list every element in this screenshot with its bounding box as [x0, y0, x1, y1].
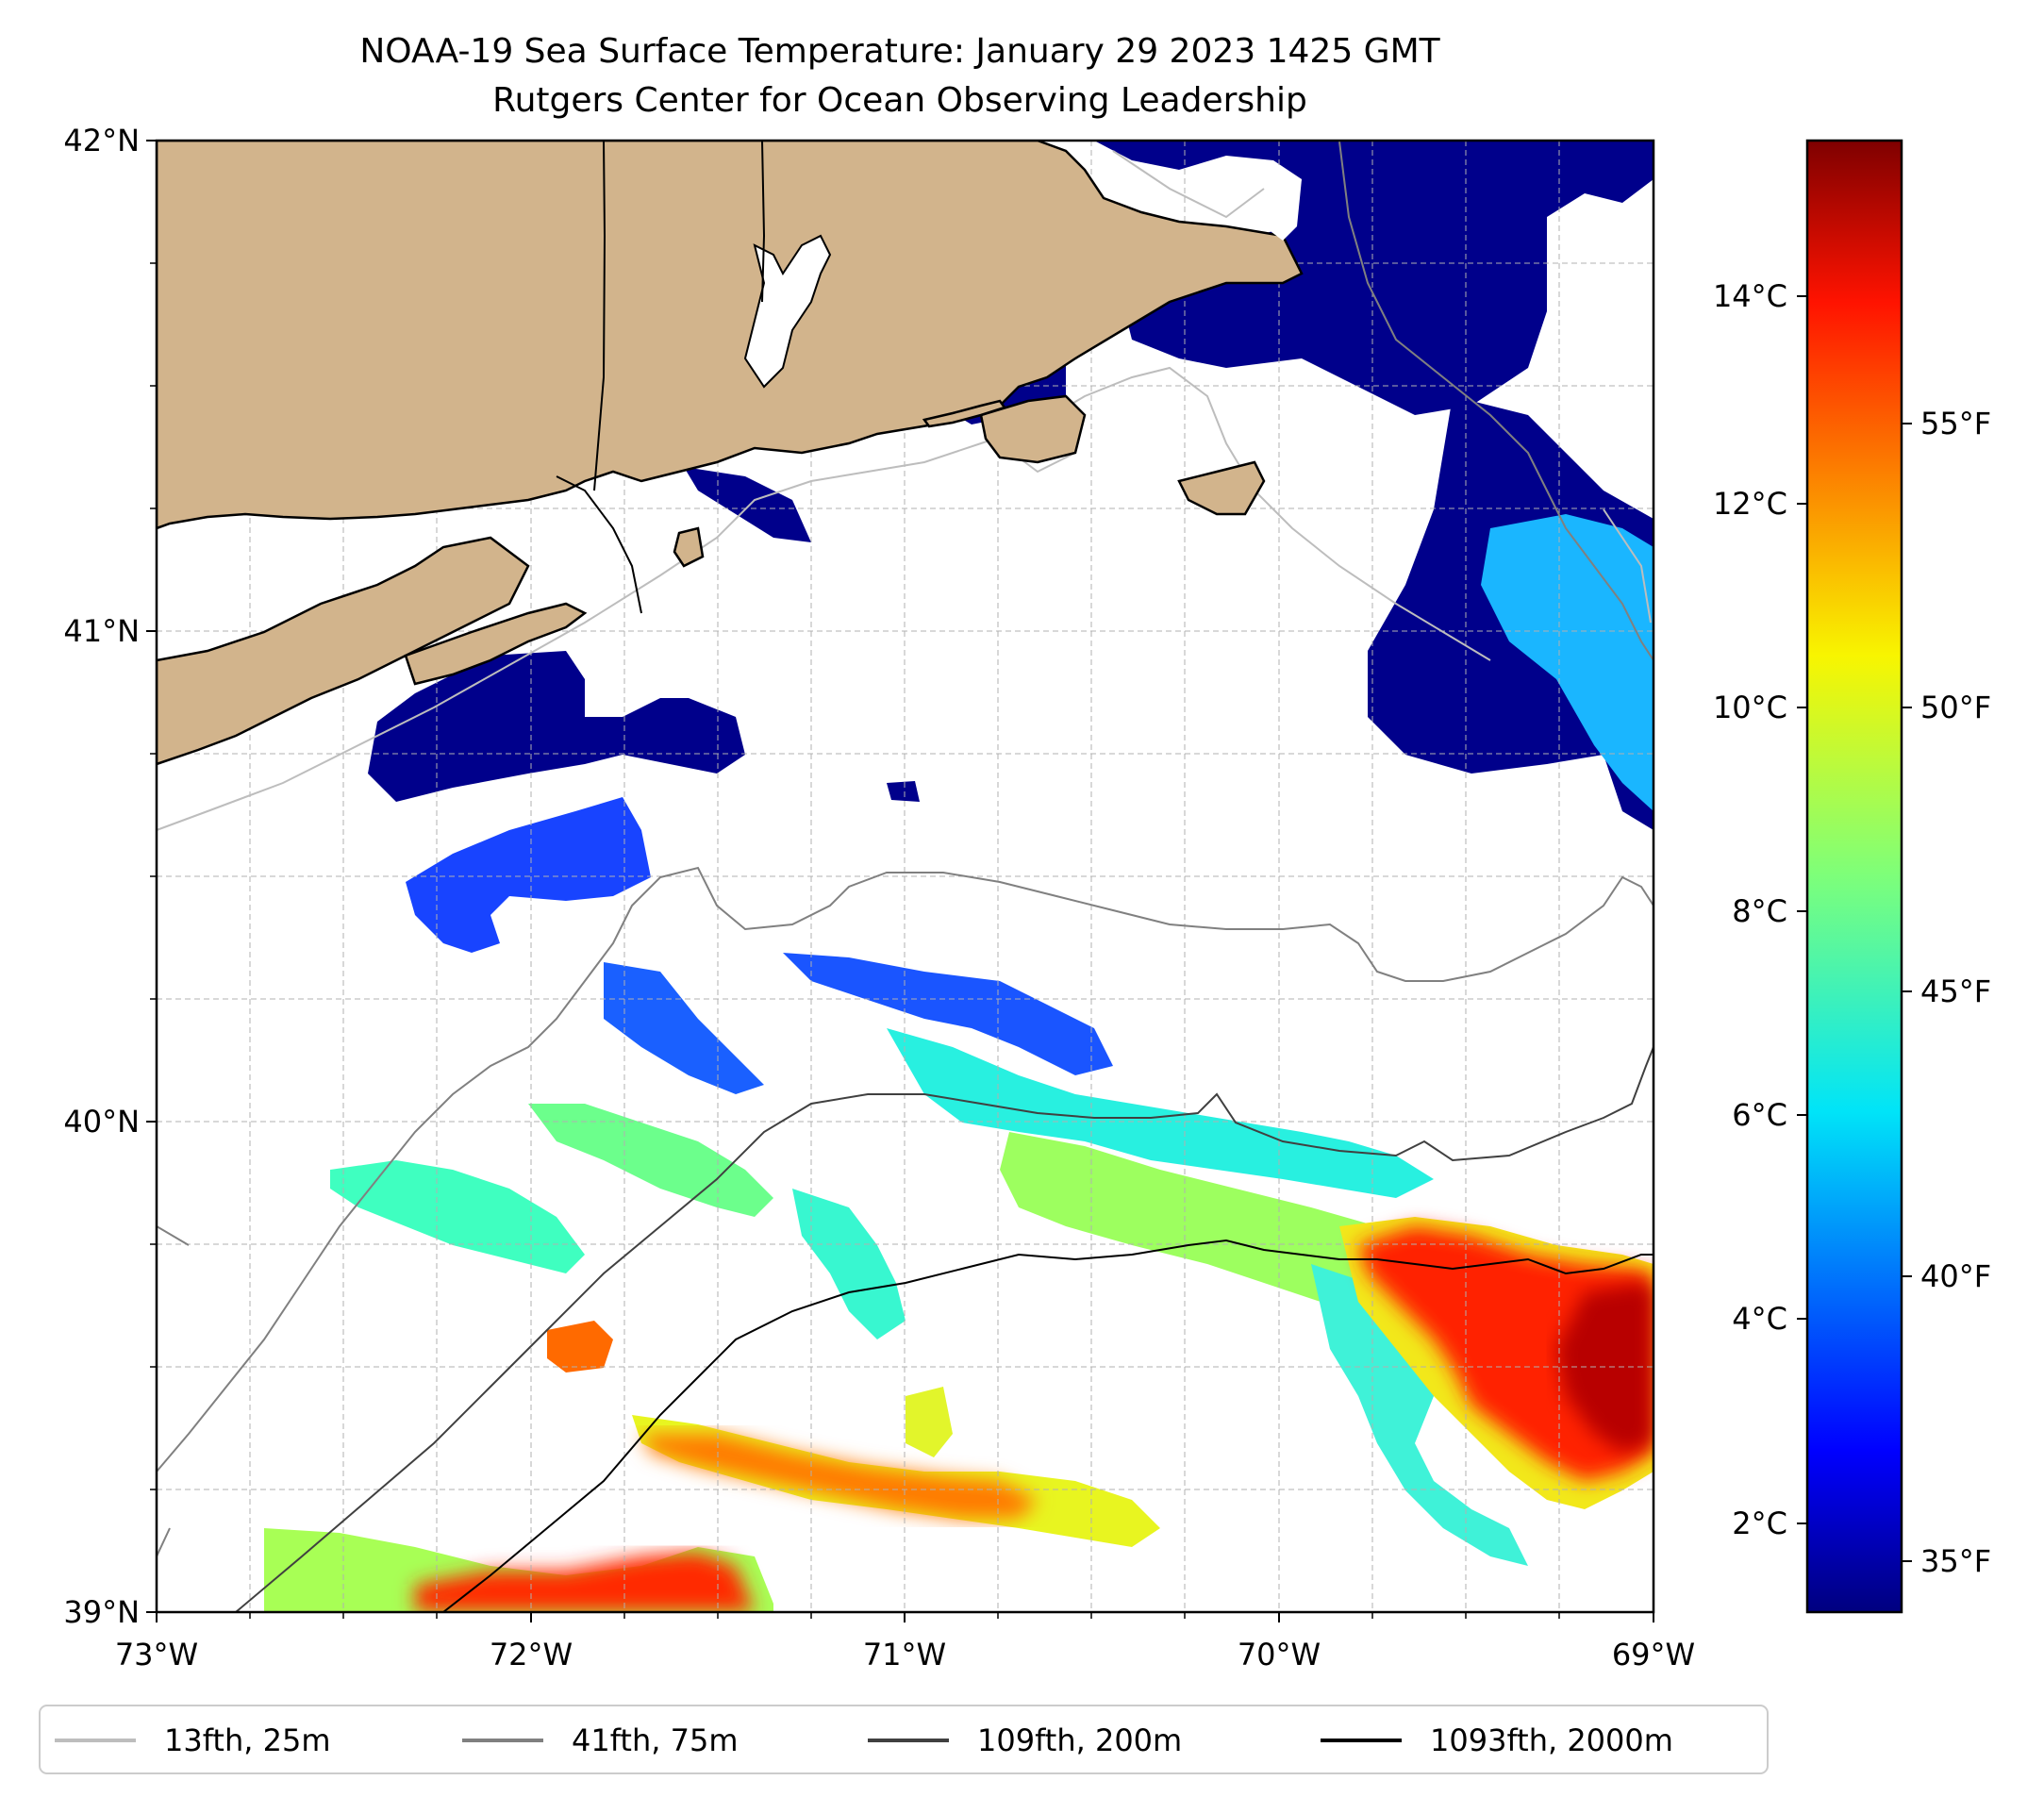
title-line-2: Rutgers Center for Ocean Observing Leade…	[492, 81, 1307, 120]
isobath-75m	[157, 141, 1653, 1557]
sst-patch-orange-west	[547, 1321, 613, 1373]
colorbar-label-10c: 10°C	[1713, 690, 1787, 725]
sst-patch-dark-blue-block	[684, 467, 811, 542]
land-elizabeth-islands	[922, 399, 1007, 428]
colorbar-label-55f: 55°F	[1920, 406, 1991, 441]
land-marthas-vineyard	[979, 394, 1087, 464]
colorbar-label-6c: 6°C	[1732, 1097, 1787, 1133]
y-tick-label-40n: 40°N	[63, 1104, 140, 1140]
legend-label-75m: 41fth, 75m	[572, 1722, 738, 1758]
sst-patch-red-south-strip	[415, 1552, 755, 1612]
sst-patch-cyan-se	[1311, 1264, 1528, 1566]
sst-patch-yellow-south-island	[906, 1387, 953, 1457]
y-tick-label-41n: 41°N	[63, 613, 140, 649]
sst-patch-dark-blue-li	[368, 651, 745, 802]
sst-patch-cyan-south	[792, 1189, 906, 1339]
legend-label-200m: 109fth, 200m	[977, 1722, 1182, 1758]
sst-patch-cyan-green-west	[330, 1160, 585, 1273]
colorbar-celsius-ticks	[1797, 295, 1807, 1524]
x-tick-label-72w: 72°W	[490, 1637, 573, 1672]
land-nantucket	[1177, 460, 1266, 516]
y-tick-label-39n: 39°N	[63, 1594, 140, 1630]
colorbar-label-45f: 45°F	[1920, 973, 1991, 1009]
sst-patch-blue-channel	[604, 962, 764, 1094]
legend-label-2000m: 1093fth, 2000m	[1430, 1722, 1673, 1758]
cloud-gap-cape	[1264, 165, 1302, 241]
y-tick-label-42n: 42°N	[63, 123, 140, 158]
x-tick-label-73w: 73°W	[115, 1637, 198, 1672]
state-borders	[556, 141, 766, 614]
x-tick-label-69w: 69°W	[1612, 1637, 1695, 1672]
colorbar-label-4c: 4°C	[1732, 1301, 1787, 1337]
colorbar-label-35f: 35°F	[1920, 1543, 1991, 1579]
sst-patch-red-se	[1358, 1226, 1653, 1481]
colorbar-label-50f: 50°F	[1920, 690, 1991, 725]
colorbar-fahrenheit-ticks	[1902, 423, 1912, 1562]
colorbar-label-12c: 12°C	[1713, 486, 1787, 522]
land	[157, 141, 1304, 766]
legend: 13fth, 25m 41fth, 75m 109fth, 200m 1093f…	[39, 1705, 1769, 1774]
x-tick-label-71w: 71°W	[863, 1637, 946, 1672]
colorbar-label-40f: 40°F	[1920, 1258, 1991, 1294]
colorbar	[1805, 139, 1903, 1614]
axis-ticks	[146, 140, 1654, 1622]
map-panel	[157, 141, 1653, 1612]
axis-minor-ticks	[150, 262, 1560, 1619]
isobath-2000m	[442, 1239, 1653, 1612]
sst-patch-blue-band	[783, 953, 1113, 1075]
colorbar-label-2c: 2°C	[1732, 1506, 1787, 1541]
sst-patch-orange-mid-south	[641, 1434, 1038, 1519]
colorbar-label-14c: 14°C	[1713, 278, 1787, 314]
land-mainland	[157, 141, 1304, 530]
sst-patch-darkred-se	[1556, 1283, 1653, 1453]
sst-patch-dark-blue-small	[887, 781, 920, 802]
colorbar-label-8c: 8°C	[1732, 893, 1787, 929]
title-line-1: NOAA-19 Sea Surface Temperature: January…	[359, 32, 1440, 71]
sst-patch-blue-mid-west	[406, 797, 651, 953]
narragansett-bay	[743, 234, 832, 389]
land-long-island	[157, 536, 530, 766]
legend-label-25m: 13fth, 25m	[164, 1722, 330, 1758]
sst-patch-green-mid	[528, 1104, 773, 1217]
isobath-200m	[235, 1046, 1653, 1612]
x-tick-label-70w: 70°W	[1238, 1637, 1321, 1672]
sst-patch-cyan-band-mid	[887, 1028, 1434, 1198]
sst-field	[264, 141, 1653, 1612]
land-block-island	[673, 526, 705, 568]
land-long-island-south-fork	[404, 602, 588, 686]
sst-patch-dark-blue-ne	[1094, 141, 1653, 415]
